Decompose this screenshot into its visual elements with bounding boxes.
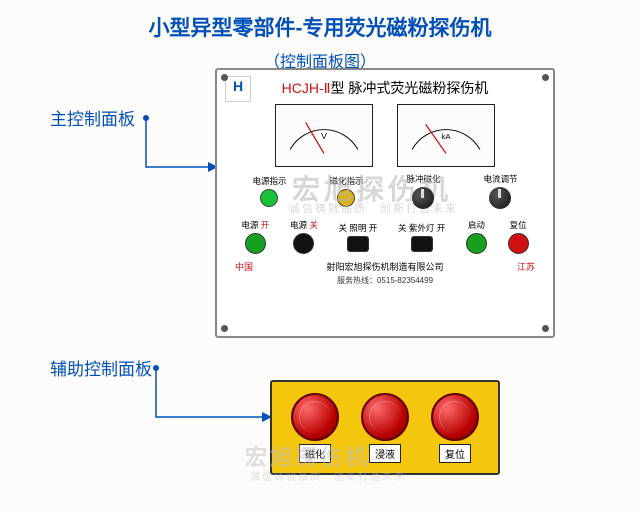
button-label: 电源 开 xyxy=(241,219,269,231)
voltmeter: V xyxy=(275,104,373,167)
indicator-label: 电源指示 xyxy=(252,175,286,187)
main-panel-label: 主控制面板 xyxy=(50,105,135,130)
indicator-电源指示: 电源指示 xyxy=(252,175,286,207)
mushroom-button[interactable] xyxy=(431,393,479,441)
button-label: 复位 xyxy=(510,219,527,231)
button-label: 启动 xyxy=(468,219,485,231)
screw-icon xyxy=(221,74,228,81)
push-button[interactable] xyxy=(245,233,266,254)
ammeter: kA xyxy=(397,104,495,167)
push-button[interactable] xyxy=(411,236,433,252)
service-hotline: 服务热线：0515-82354499 xyxy=(217,273,553,286)
v-unit: V xyxy=(321,131,327,141)
button-复位: 复位 xyxy=(508,219,529,254)
meter-row: V kA xyxy=(217,104,553,167)
screw-icon xyxy=(542,325,549,332)
leader-line-main xyxy=(140,112,220,182)
indicator-电流调节: 电流调节 xyxy=(483,173,517,209)
button-关 紫外灯 开: 关 紫外灯 开 xyxy=(398,222,445,252)
aux-button-label: 复位 xyxy=(439,444,471,463)
screw-icon xyxy=(221,325,228,332)
push-button[interactable] xyxy=(466,233,487,254)
push-button[interactable] xyxy=(293,233,314,254)
knob[interactable] xyxy=(489,187,511,209)
button-label: 关 照明 开 xyxy=(339,222,378,234)
panel-footer: 中国 射阳宏旭探伤机制造有限公司 江苏 xyxy=(217,254,553,273)
panel-model-title: HCJH-Ⅱ型 脉冲式荧光磁粉探伤机 xyxy=(217,70,553,98)
push-button[interactable] xyxy=(508,233,529,254)
button-label: 关 紫外灯 开 xyxy=(398,222,445,234)
mushroom-button[interactable] xyxy=(361,393,409,441)
leader-line-aux xyxy=(150,362,275,432)
aux-button-复位: 复位 xyxy=(431,393,479,463)
main-control-panel: H HCJH-Ⅱ型 脉冲式荧光磁粉探伤机 V kA 宏旭探伤机 诚信铸就品质 创… xyxy=(215,68,555,338)
indicator-label: 电流调节 xyxy=(483,173,517,185)
mushroom-button[interactable] xyxy=(291,393,339,441)
screw-icon xyxy=(542,74,549,81)
button-关 照明 开: 关 照明 开 xyxy=(339,222,378,252)
aux-panel-label: 辅助控制面板 xyxy=(50,355,152,380)
logo-icon: H xyxy=(225,76,251,102)
button-label: 电源 关 xyxy=(290,219,318,231)
a-unit: kA xyxy=(441,132,451,141)
button-电源 关: 电源 关 xyxy=(290,219,318,254)
button-row: 电源 开 电源 关 关 照明 开 关 紫外灯 开 启动 复位 xyxy=(217,219,553,254)
button-电源 开: 电源 开 xyxy=(241,219,269,254)
button-启动: 启动 xyxy=(466,219,487,254)
lamp-icon xyxy=(260,189,278,207)
page-title: 小型异型零部件-专用荧光磁粉探伤机 xyxy=(0,0,640,42)
watermark-small-2: 诚信铸就品质 创新打造未来 xyxy=(250,468,406,483)
push-button[interactable] xyxy=(347,236,369,252)
aux-button-label: 浸液 xyxy=(369,444,401,463)
